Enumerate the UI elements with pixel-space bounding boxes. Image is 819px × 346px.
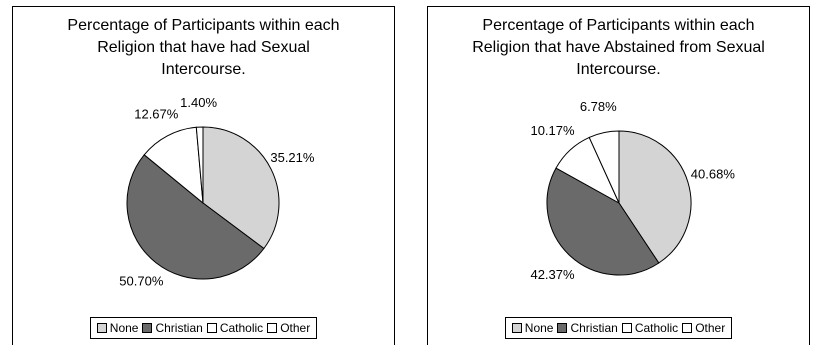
legend-label: Other [280, 321, 311, 335]
legend-box: None Christian Catholic Other [89, 317, 318, 339]
data-label-christian: 50.70% [119, 274, 164, 289]
legend-item-catholic: Catholic [206, 321, 264, 335]
legend-swatch-catholic [206, 323, 217, 333]
legend-swatch-other [267, 323, 278, 333]
legend-item-catholic: Catholic [621, 321, 679, 335]
legend-label: None [524, 321, 554, 335]
pie-slice-christian [546, 167, 660, 276]
legend-item-none: None [511, 321, 554, 335]
legend-label: Christian [155, 321, 203, 335]
legend-label: Catholic [634, 321, 679, 335]
legend-swatch-other [682, 323, 693, 333]
pie-slice-christian [126, 154, 265, 280]
legend-label: Catholic [219, 321, 264, 335]
data-label-none: 35.21% [270, 150, 315, 165]
data-label-other: 1.40% [180, 95, 217, 110]
legend-label: None [109, 321, 139, 335]
legend-swatch-none [96, 323, 107, 333]
legend-swatch-christian [557, 323, 568, 333]
chart-legend: None Christian Catholic Other [428, 317, 809, 339]
legend-item-other: Other [682, 321, 725, 335]
chart-title: Percentage of Participants within each R… [472, 17, 765, 78]
pie-slice-catholic [143, 126, 204, 205]
legend-item-none: None [96, 321, 139, 335]
legend-box: None Christian Catholic Other [504, 317, 733, 339]
legend-label: Other [695, 321, 726, 335]
legend-item-christian: Christian [142, 321, 203, 335]
data-label-catholic: 10.17% [530, 123, 575, 138]
legend-item-christian: Christian [557, 321, 618, 335]
legend-swatch-none [511, 323, 522, 333]
legend-item-other: Other [267, 321, 310, 335]
chart-title: Percentage of Participants within each R… [67, 17, 340, 78]
pie-slice-other [588, 130, 620, 204]
pie-slice-other [195, 126, 204, 204]
chart-panel-2: Percentage of Participants within each R… [427, 6, 810, 345]
chart-legend: None Christian Catholic Other [13, 317, 394, 339]
data-label-none: 40.68% [691, 167, 736, 182]
pie-chart: 35.21% 50.70% 12.67%1.40% [119, 95, 315, 289]
legend-label: Christian [570, 321, 618, 335]
pie-chart: 40.68% 42.37% 10.17% 6.78% [530, 99, 736, 282]
legend-swatch-christian [142, 323, 153, 333]
data-label-other: 6.78% [580, 99, 617, 114]
data-label-christian: 42.37% [530, 267, 575, 282]
legend-swatch-catholic [621, 323, 632, 333]
pie-slice-none [202, 126, 280, 250]
chart-panel-1: Percentage of Participants within each R… [12, 6, 395, 345]
data-label-catholic: 12.67% [134, 107, 179, 122]
